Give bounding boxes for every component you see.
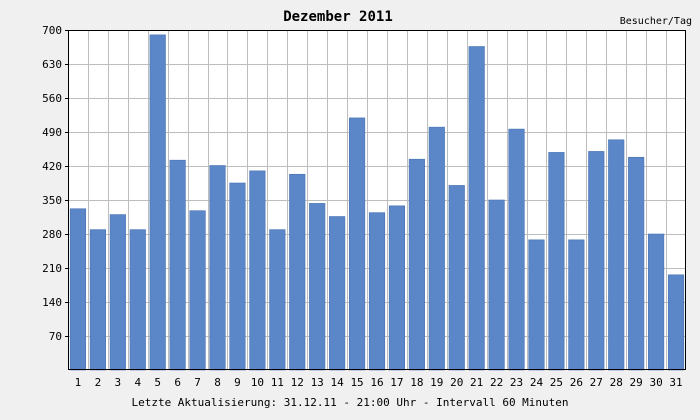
bar-27 xyxy=(588,151,605,371)
y-tick-label: 350 xyxy=(42,194,62,207)
x-tick-label: 8 xyxy=(214,376,221,389)
x-tick-label: 5 xyxy=(154,376,161,389)
x-tick-label: 1 xyxy=(75,376,82,389)
bar-8 xyxy=(209,165,226,371)
y-tick-label: 420 xyxy=(42,160,62,173)
bar-20 xyxy=(448,185,465,371)
x-tick-label: 25 xyxy=(550,376,563,389)
unit-label: Besucher/Tag xyxy=(619,16,692,27)
y-tick-label: 140 xyxy=(42,296,62,309)
bar-16 xyxy=(368,212,386,371)
x-tick-label: 2 xyxy=(95,376,102,389)
bar-30 xyxy=(648,233,665,371)
footer-note: Letzte Aktualisierung: 31.12.11 - 21:00 … xyxy=(131,396,569,409)
bar-12 xyxy=(289,173,306,371)
x-tick-label: 21 xyxy=(470,376,483,389)
bar-7 xyxy=(189,210,206,371)
bar-10 xyxy=(249,170,266,371)
bar-15 xyxy=(348,117,366,371)
x-tick-label: 30 xyxy=(649,376,662,389)
plot-frame xyxy=(68,30,686,370)
x-tick-label: 4 xyxy=(134,376,141,389)
y-tick-label: 280 xyxy=(42,228,62,241)
x-tick-label: 31 xyxy=(669,376,682,389)
bar-14 xyxy=(329,216,346,371)
y-tick-label: 560 xyxy=(42,92,62,105)
bar-6 xyxy=(169,159,186,371)
x-tick-label: 3 xyxy=(115,376,122,389)
bar-18 xyxy=(408,158,425,371)
bar-3 xyxy=(109,214,126,371)
y-tick-label: 70 xyxy=(49,330,62,343)
bar-26 xyxy=(568,239,585,371)
y-tick-label: 490 xyxy=(42,126,62,139)
x-tick-label: 11 xyxy=(271,376,284,389)
bar-25 xyxy=(548,152,565,371)
y-tick-label: 630 xyxy=(42,58,62,71)
x-tick-label: 28 xyxy=(610,376,623,389)
bar-4 xyxy=(129,229,146,371)
bar-22 xyxy=(488,199,505,371)
x-tick-label: 17 xyxy=(390,376,403,389)
x-tick-label: 6 xyxy=(174,376,181,389)
bar-31 xyxy=(667,274,685,371)
x-tick-label: 16 xyxy=(370,376,383,389)
x-tick-label: 12 xyxy=(291,376,304,389)
x-tick-label: 19 xyxy=(430,376,443,389)
x-tick-label: 20 xyxy=(450,376,463,389)
y-tick-label: 210 xyxy=(42,262,62,275)
bar-9 xyxy=(229,182,246,371)
x-tick-label: 24 xyxy=(530,376,544,389)
x-tick-label: 26 xyxy=(570,376,583,389)
x-tick-label: 7 xyxy=(194,376,201,389)
bar-28 xyxy=(608,139,625,371)
chart-title: Dezember 2011 xyxy=(283,9,393,25)
x-tick-label: 23 xyxy=(510,376,523,389)
bar-2 xyxy=(89,229,106,371)
x-tick-label: 13 xyxy=(311,376,324,389)
bar-13 xyxy=(309,203,326,371)
x-tick-label: 14 xyxy=(331,376,345,389)
bar-1 xyxy=(69,208,87,371)
bar-24 xyxy=(528,239,545,371)
x-tick-label: 10 xyxy=(251,376,264,389)
bar-23 xyxy=(508,128,525,371)
bar-17 xyxy=(388,205,406,371)
x-tick-label: 27 xyxy=(590,376,603,389)
x-tick-label: 29 xyxy=(630,376,643,389)
bar-29 xyxy=(628,156,645,371)
x-tick-label: 15 xyxy=(350,376,363,389)
x-tick-label: 22 xyxy=(490,376,503,389)
bar-19 xyxy=(428,126,445,371)
x-tick-label: 18 xyxy=(410,376,423,389)
x-tick-label: 9 xyxy=(234,376,241,389)
y-tick-label: 700 xyxy=(42,24,62,37)
bar-21 xyxy=(468,46,485,371)
bar-5 xyxy=(149,34,166,371)
bar-11 xyxy=(269,229,286,371)
